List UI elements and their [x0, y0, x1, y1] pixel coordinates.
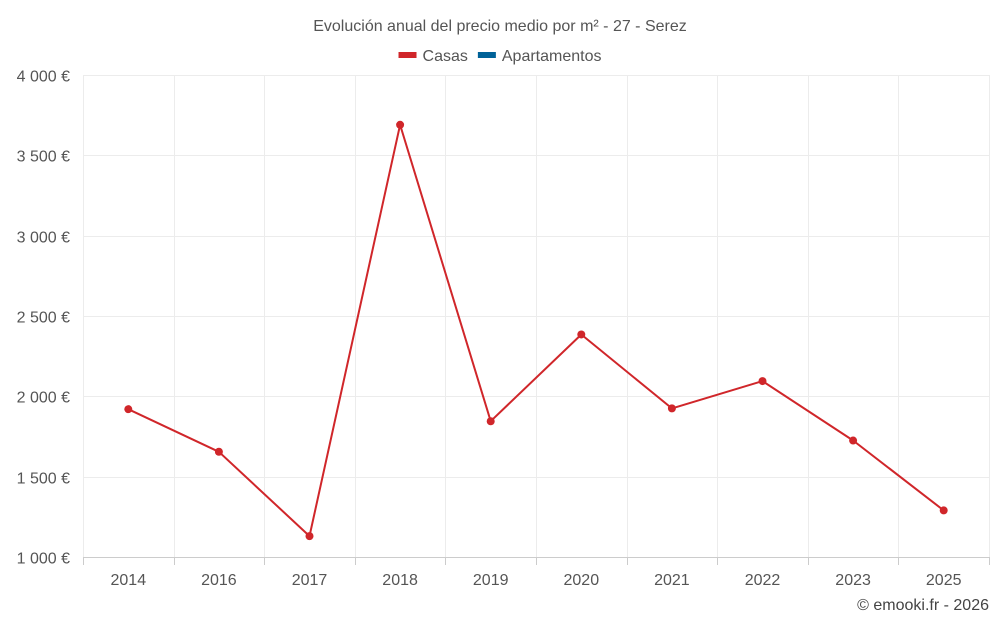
x-tick-label: 2021	[654, 572, 690, 589]
x-tick-label: 2025	[926, 572, 962, 589]
x-tick-label: 2016	[201, 572, 237, 589]
legend-item-casas[interactable]: Casas	[398, 48, 468, 65]
x-tick-label: 2020	[564, 572, 600, 589]
series-layer	[124, 120, 948, 541]
legend-item-apartamentos[interactable]: Apartamentos	[477, 48, 602, 65]
y-tick-label: 2 000 €	[17, 390, 70, 407]
data-point[interactable]	[305, 532, 314, 541]
x-tick-label: 2022	[745, 572, 781, 589]
legend-label: Casas	[423, 48, 468, 65]
legend-label: Apartamentos	[502, 48, 602, 65]
y-tick-label: 4 000 €	[17, 69, 70, 86]
grid-lines	[83, 75, 990, 557]
data-point[interactable]	[396, 120, 405, 129]
x-tick-label: 2017	[292, 572, 328, 589]
y-tick-label: 3 000 €	[17, 230, 70, 247]
x-tick-label: 2019	[473, 572, 509, 589]
data-point[interactable]	[486, 417, 495, 426]
credit-text: © emooki.fr - 2026	[857, 597, 989, 614]
data-point[interactable]	[577, 330, 586, 339]
x-axis: 2014 2016 2017 2018 2019 2020 2021 2022 2023 2025	[83, 557, 990, 589]
data-point[interactable]	[124, 405, 133, 414]
x-tick-label: 2014	[111, 572, 147, 589]
legend: Casas Apartamentos	[398, 48, 602, 65]
data-point[interactable]	[849, 436, 858, 445]
y-tick-label: 3 500 €	[17, 149, 70, 166]
data-point[interactable]	[214, 447, 223, 456]
y-axis: 1 000 € 1 500 € 2 000 € 2 500 € 3 000 € 3 500…	[17, 69, 70, 568]
data-point[interactable]	[667, 404, 676, 413]
data-point[interactable]	[939, 506, 948, 515]
series-line-casas	[127, 123, 945, 538]
y-tick-label: 2 500 €	[17, 310, 70, 327]
y-tick-label: 1 000 €	[17, 551, 70, 568]
x-tick-label: 2018	[382, 572, 418, 589]
data-point[interactable]	[758, 377, 767, 386]
legend-swatch	[398, 52, 417, 58]
y-tick-label: 1 500 €	[17, 471, 70, 488]
legend-swatch	[477, 52, 496, 58]
chart-title: Evolución anual del precio medio por m² …	[313, 18, 687, 35]
x-tick-label: 2023	[835, 572, 871, 589]
